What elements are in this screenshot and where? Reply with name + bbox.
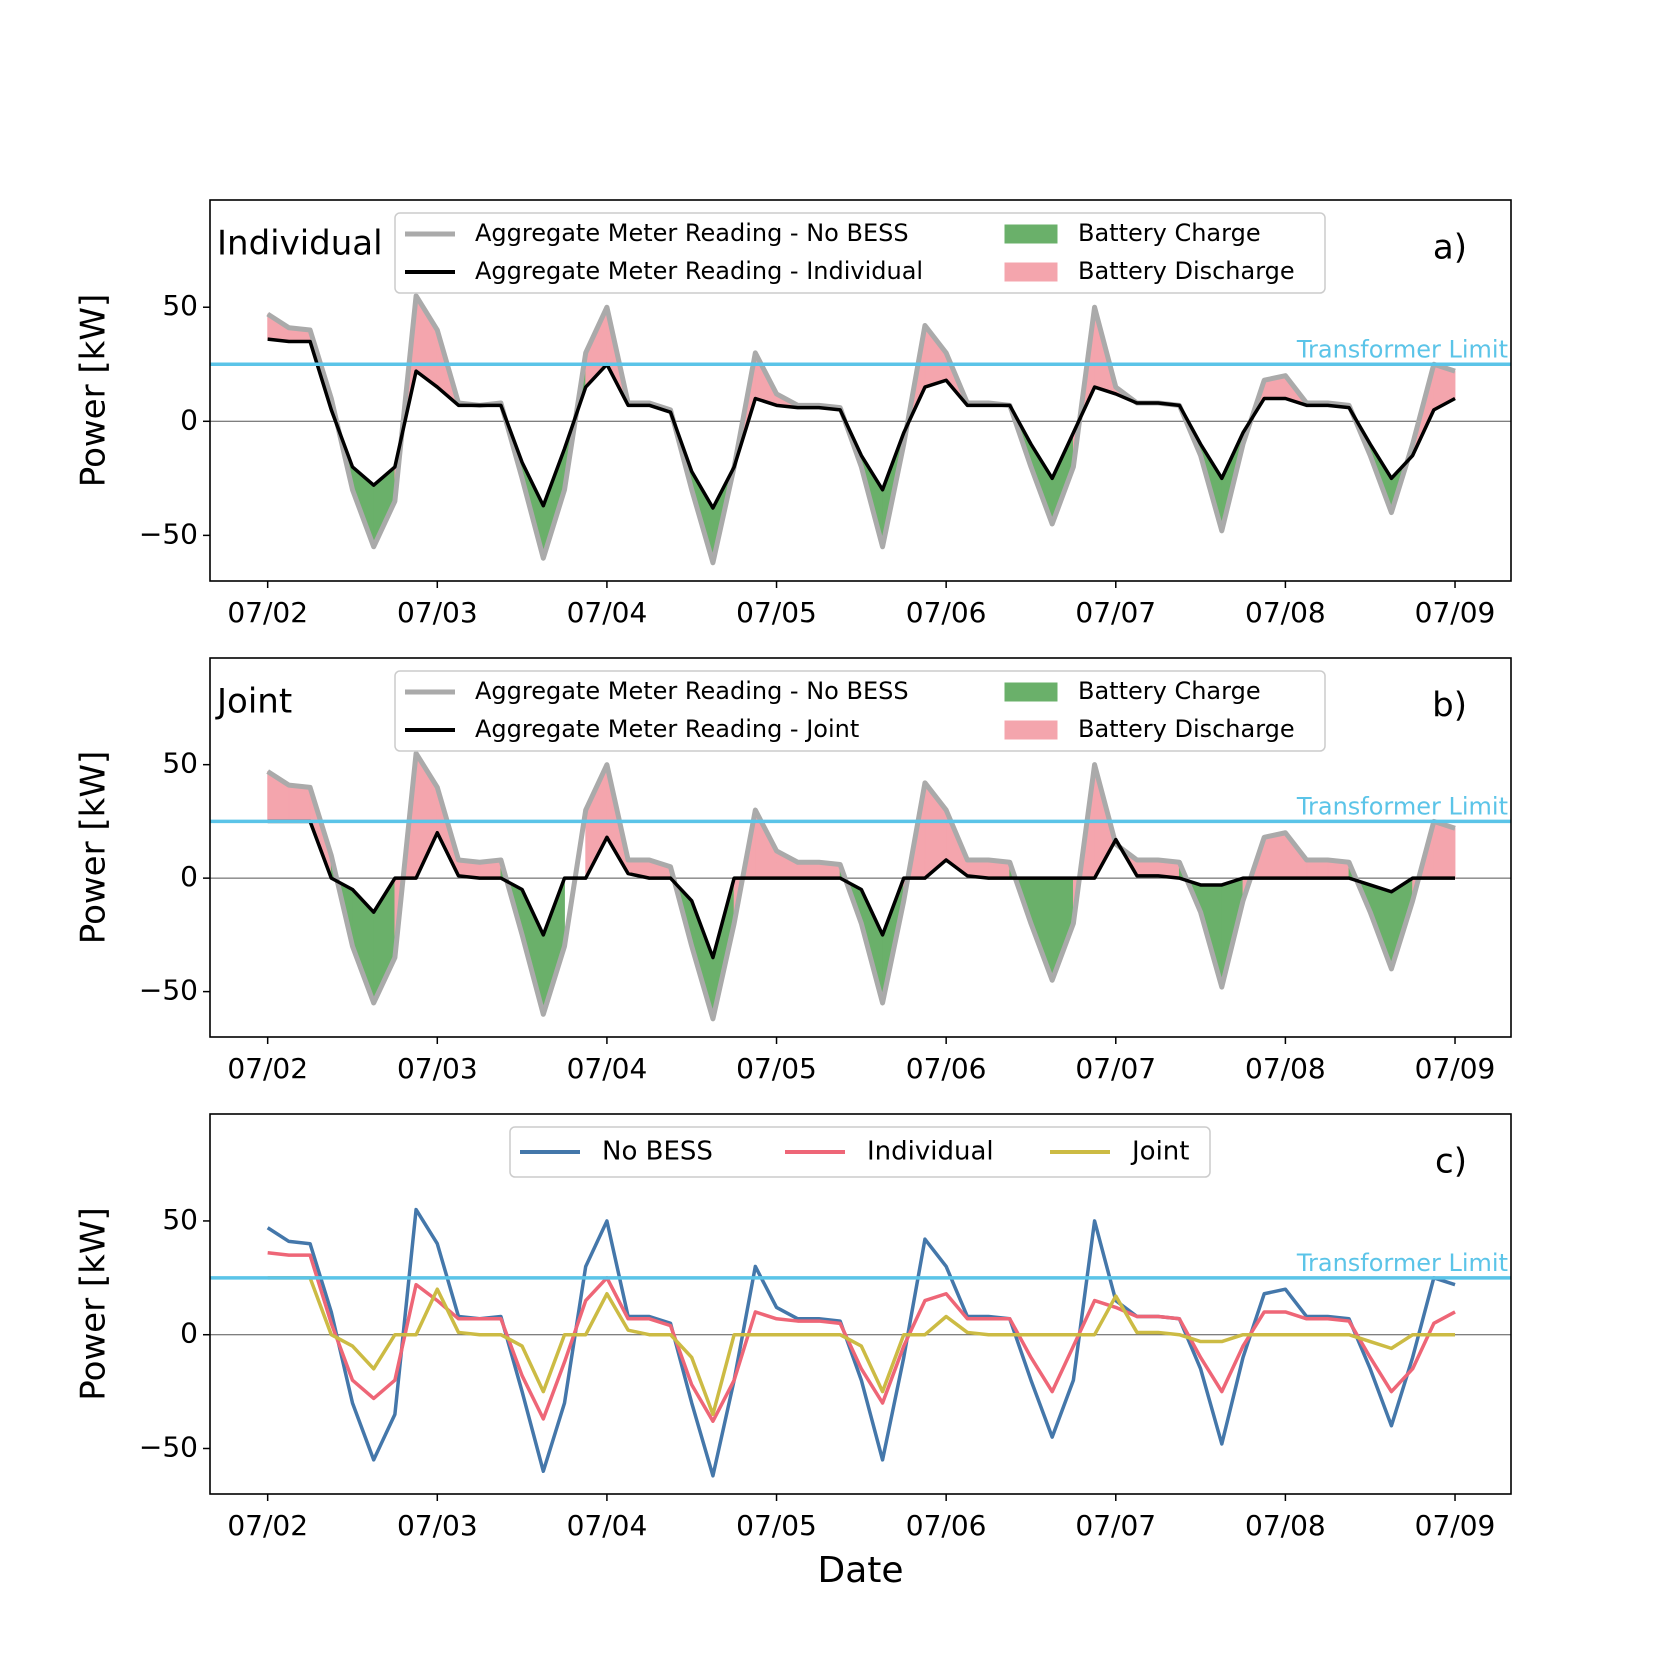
x-tick-label: 07/04 bbox=[567, 596, 648, 629]
series-line bbox=[267, 337, 1456, 510]
legend-label: Battery Charge bbox=[1078, 219, 1261, 247]
series-line bbox=[266, 293, 1456, 566]
legend-label: Aggregate Meter Reading - No BESS bbox=[475, 677, 909, 705]
x-tick-label: 07/04 bbox=[567, 1509, 648, 1542]
battery-fill bbox=[1433, 820, 1456, 879]
plot-area bbox=[210, 293, 1511, 566]
series-line bbox=[266, 750, 1456, 1022]
text-label: Individual bbox=[217, 224, 383, 264]
legend: Aggregate Meter Reading - No BESS Aggrega… bbox=[394, 670, 1326, 752]
legend-swatch bbox=[1004, 720, 1058, 740]
x-tick-label: 07/09 bbox=[1415, 596, 1496, 629]
x-tick-label: 07/08 bbox=[1245, 596, 1326, 629]
axes-frame bbox=[209, 1113, 1512, 1495]
y-tick-label: −50 bbox=[139, 1430, 198, 1463]
legend-swatch bbox=[1004, 262, 1058, 282]
x-tick-label: 07/02 bbox=[227, 1509, 308, 1542]
x-tick-label: 07/03 bbox=[397, 1509, 478, 1542]
legend-label: Battery Discharge bbox=[1078, 715, 1295, 743]
battery-fill bbox=[542, 877, 565, 1015]
axes-frame bbox=[209, 657, 1512, 1038]
x-tick-label: 07/06 bbox=[906, 1509, 987, 1542]
x-tick-label: 07/09 bbox=[1415, 1509, 1496, 1542]
plot-area bbox=[210, 1207, 1511, 1478]
axes-frame bbox=[209, 199, 1512, 582]
legend-label: Individual bbox=[867, 1137, 994, 1167]
series-line bbox=[266, 1207, 1456, 1478]
text-label: Joint bbox=[215, 682, 292, 722]
legend-label: Aggregate Meter Reading - Joint bbox=[475, 715, 859, 743]
x-tick-label: 07/07 bbox=[1075, 1052, 1156, 1085]
transformer-limit-label: Transformer Limit bbox=[1296, 335, 1508, 363]
legend-label: No BESS bbox=[602, 1137, 713, 1167]
x-tick-label: 07/02 bbox=[227, 596, 308, 629]
series-line bbox=[267, 1276, 1456, 1417]
legend-swatch bbox=[1004, 224, 1058, 244]
x-tick-label: 07/05 bbox=[736, 1052, 817, 1085]
y-axis-label: Power [kW] bbox=[74, 751, 114, 944]
x-tick-label: 07/06 bbox=[906, 1052, 987, 1085]
battery-fill bbox=[1306, 859, 1329, 879]
x-tick-label: 07/08 bbox=[1245, 1052, 1326, 1085]
y-axis-label: Power [kW] bbox=[74, 294, 114, 487]
x-tick-label: 07/02 bbox=[227, 1052, 308, 1085]
y-tick-label: 50 bbox=[162, 289, 198, 322]
panel: Transformer Limit −50 0 50 07/02 07/03 07/04 07… bbox=[74, 199, 1512, 629]
x-tick-label: 07/09 bbox=[1415, 1052, 1496, 1085]
legend: Aggregate Meter Reading - No BESS Aggrega… bbox=[394, 212, 1326, 294]
series-line bbox=[267, 819, 1456, 960]
transformer-limit-label: Transformer Limit bbox=[1296, 1249, 1508, 1277]
y-tick-label: −50 bbox=[139, 517, 198, 550]
legend-label: Aggregate Meter Reading - Individual bbox=[475, 257, 923, 285]
y-tick-label: 0 bbox=[180, 1317, 198, 1350]
battery-fill bbox=[924, 324, 947, 388]
x-tick-label: 07/06 bbox=[906, 596, 987, 629]
y-tick-label: 0 bbox=[180, 403, 198, 436]
x-tick-label: 07/05 bbox=[736, 596, 817, 629]
y-axis-label: Power [kW] bbox=[74, 1207, 114, 1400]
panel-label: b) bbox=[1432, 686, 1467, 726]
x-tick-label: 07/05 bbox=[736, 1509, 817, 1542]
legend-label: Joint bbox=[1130, 1137, 1189, 1167]
y-tick-label: 0 bbox=[180, 860, 198, 893]
transformer-limit-label: Transformer Limit bbox=[1296, 792, 1508, 820]
legend-label: Aggregate Meter Reading - No BESS bbox=[475, 219, 909, 247]
panel: Transformer Limit −50 0 50 07/02 07/03 07/04 07… bbox=[74, 657, 1512, 1085]
y-tick-label: 50 bbox=[162, 747, 198, 780]
legend-box bbox=[394, 212, 1326, 294]
legend-box bbox=[509, 1126, 1211, 1178]
legend-swatch bbox=[1004, 682, 1058, 702]
panel-label: a) bbox=[1433, 228, 1467, 268]
panel: Transformer Limit −50 0 50 07/02 07/03 07/04 07… bbox=[74, 1113, 1512, 1591]
x-axis-label: Date bbox=[817, 1550, 903, 1591]
plot-area bbox=[210, 750, 1511, 1022]
legend: No BESS Individual Joint bbox=[509, 1126, 1211, 1178]
x-tick-label: 07/03 bbox=[397, 1052, 478, 1085]
x-tick-label: 07/07 bbox=[1075, 596, 1156, 629]
legend-box bbox=[394, 670, 1326, 752]
battery-fill bbox=[288, 784, 311, 822]
x-tick-label: 07/08 bbox=[1245, 1509, 1326, 1542]
battery-fill bbox=[1263, 832, 1286, 879]
x-tick-label: 07/03 bbox=[397, 596, 478, 629]
legend-label: Battery Charge bbox=[1078, 677, 1261, 705]
y-tick-label: 50 bbox=[162, 1203, 198, 1236]
x-tick-label: 07/07 bbox=[1075, 1509, 1156, 1542]
legend-label: Battery Discharge bbox=[1078, 257, 1295, 285]
panel-label: c) bbox=[1435, 1142, 1467, 1182]
x-tick-label: 07/04 bbox=[567, 1052, 648, 1085]
series-line bbox=[267, 1251, 1456, 1423]
y-tick-label: −50 bbox=[139, 974, 198, 1007]
